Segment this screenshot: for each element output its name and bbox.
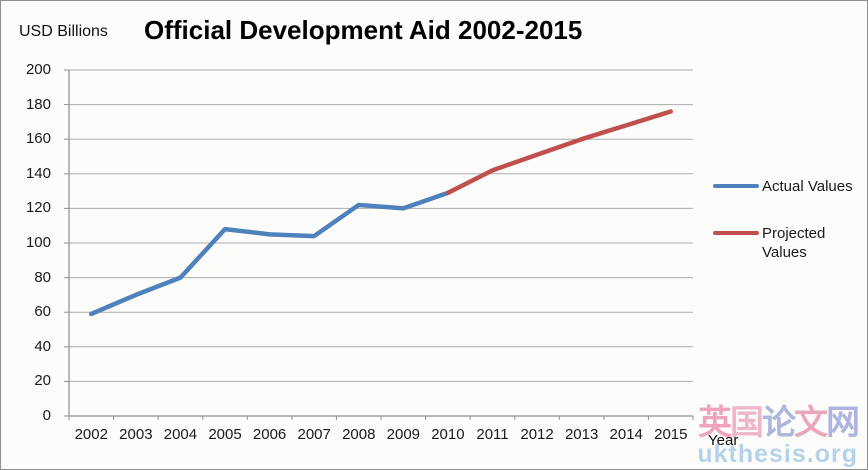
y-axis-tick-labels: 200 180 160 140 120 100 80 60 40 20 0 <box>7 61 51 425</box>
x-tick-label: 2013 <box>564 426 599 443</box>
x-tick-label: 2015 <box>654 426 688 443</box>
watermark-char: 文 <box>794 404 828 442</box>
projected-values-legend-line <box>713 231 759 235</box>
x-axis-title: Year <box>708 432 739 449</box>
x-tick-label: 2006 <box>252 426 287 443</box>
actual-values-legend-line <box>713 184 759 188</box>
y-tick-label: 160 <box>25 130 51 148</box>
watermark-char: 网 <box>826 404 860 442</box>
x-tick-label: 2010 <box>431 426 465 443</box>
x-tick-label: 2003 <box>119 426 153 443</box>
legend-item-actual: Actual Values <box>713 177 865 196</box>
y-axis-unit-label: USD Billions <box>19 23 108 40</box>
plot-area <box>64 69 694 420</box>
y-tick-label: 140 <box>25 164 51 182</box>
legend-item-projected: Projected Values <box>713 224 865 262</box>
x-tick-label: 2004 <box>163 426 198 443</box>
y-tick-label: 40 <box>34 337 51 355</box>
x-tick-label: 2009 <box>386 426 421 443</box>
x-axis-tick-labels: 2002 2003 2004 2005 2006 2007 2008 2009 … <box>69 425 693 445</box>
actual-values-line <box>89 190 451 317</box>
x-tick-label: 2014 <box>609 426 643 443</box>
x-tick-label: 2011 <box>476 426 509 443</box>
y-tick-label: 60 <box>34 303 51 321</box>
x-tick-label: 2008 <box>342 426 376 443</box>
y-tick-label: 0 <box>42 406 51 424</box>
x-tick-label: 2005 <box>208 426 242 443</box>
y-tick-label: 180 <box>25 95 51 113</box>
legend: Actual Values Projected Values <box>713 177 865 262</box>
x-tick-label: 2002 <box>74 426 108 443</box>
projected-values-line <box>445 109 673 196</box>
x-tick-label: 2007 <box>297 426 331 443</box>
legend-label-actual: Actual Values <box>762 178 853 195</box>
watermark-char: 论 <box>762 404 796 442</box>
y-tick-label: 80 <box>34 268 51 286</box>
y-tick-label: 100 <box>25 233 51 251</box>
chart-title: Official Development Aid 2002-2015 <box>144 15 583 45</box>
y-tick-label: 20 <box>34 372 51 390</box>
y-tick-label: 200 <box>25 61 51 78</box>
y-tick-label: 120 <box>25 199 51 217</box>
x-tick-label: 2012 <box>520 426 554 443</box>
legend-label-projected: Projected Values <box>762 225 826 261</box>
